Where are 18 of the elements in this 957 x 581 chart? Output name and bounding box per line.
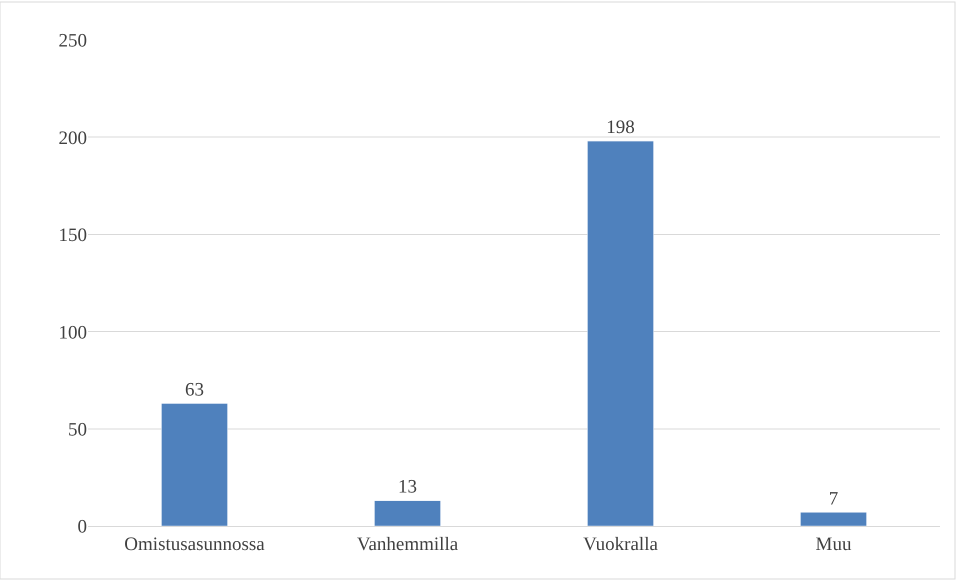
x-tick-label: Muu [816,534,852,555]
data-label: 13 [398,476,418,498]
data-label: 198 [606,117,635,138]
bar [587,140,654,526]
data-label: 7 [828,488,838,510]
bar [800,512,867,526]
bar [161,403,228,526]
bar [374,500,441,526]
y-tick-label: 50 [68,419,87,440]
x-tick-label: Omistusasunnossa [124,534,266,555]
y-tick-label: 200 [58,128,87,149]
x-tick-label: Vuokralla [583,534,658,555]
data-label: 63 [185,380,204,401]
y-tick-label: 150 [58,225,87,246]
x-tick-label: Vanhemmilla [356,534,459,555]
y-tick-label: 250 [58,30,87,52]
y-tick-label: 0 [78,516,87,538]
y-tick-label: 100 [58,322,87,344]
